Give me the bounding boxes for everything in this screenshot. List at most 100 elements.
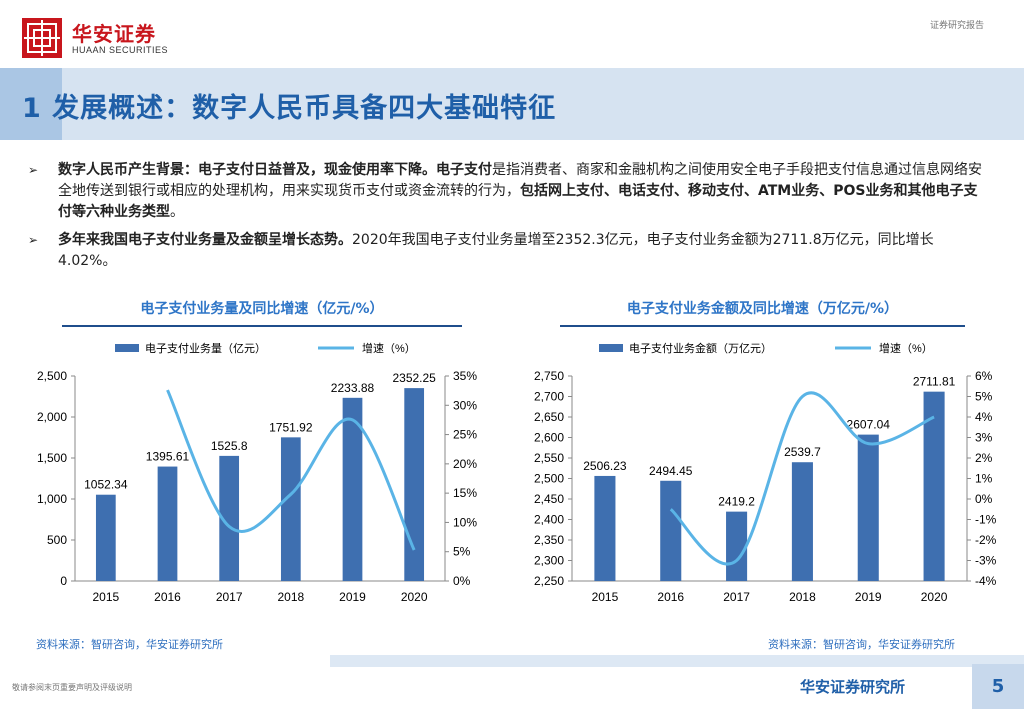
- growth-line: [166, 389, 416, 551]
- bar: [157, 466, 178, 581]
- title-band-accent: [0, 68, 62, 140]
- y2-tick-label: 25%: [453, 428, 477, 442]
- chart-1: 电子支付业务量（亿元） 增速（%） 0 500 1,000 1,500 2,000 2,500…: [37, 341, 477, 604]
- y2-tick-label: 30%: [453, 398, 477, 412]
- y-tick-label: 2,750: [534, 369, 564, 383]
- chart-2-title: 电子支付业务金额及同比增速（万亿元/%）: [626, 301, 899, 317]
- logo-icon: [22, 18, 62, 58]
- bar-data-label: 2419.2: [718, 495, 755, 509]
- bullet-1-lead: 数字人民币产生背景：电子支付日益普及，现金使用率下降。: [58, 162, 436, 178]
- y2-tick-label: 1%: [975, 472, 993, 486]
- chart-2: 电子支付业务金额（万亿元） 增速（%） 2,250 2,300 2,350 2,400 2,…: [534, 341, 997, 604]
- y2-tick-label: 10%: [453, 515, 477, 529]
- x-tick-label: 2017: [723, 590, 750, 604]
- y2-tick-label: 5%: [453, 545, 471, 559]
- x-tick-label: 2016: [154, 590, 181, 604]
- bar: [404, 388, 425, 581]
- y-tick-label: 2,500: [534, 472, 564, 486]
- chart-1-title-rule: [62, 325, 462, 327]
- legend-bar-label: 电子支付业务金额（万亿元）: [629, 341, 772, 355]
- bar: [923, 391, 945, 581]
- bar-data-label: 1751.92: [269, 420, 313, 434]
- y-tick-label: 2,550: [534, 451, 564, 465]
- bullet-1-body: 是指消费者、商家和金融机构之间使用安全电子手段把支付信息通过信息网络安全地传送到…: [58, 162, 982, 199]
- bar: [726, 511, 748, 581]
- growth-line: [669, 391, 935, 566]
- y-tick-label: 500: [47, 533, 67, 547]
- bullet-1-term: 电子支付: [436, 162, 492, 178]
- x-tick-label: 2017: [216, 590, 243, 604]
- chart-1-title: 电子支付业务量及同比增速（亿元/%）: [140, 301, 384, 317]
- y-tick-label: 2,600: [534, 431, 564, 445]
- page-title: 1 发展概述：数字人民币具备四大基础特征: [22, 93, 557, 124]
- bar: [95, 494, 116, 581]
- logo-text-en: HUAAN SECURITIES: [72, 45, 169, 55]
- y-tick-label: 2,650: [534, 410, 564, 424]
- bar-data-label: 2607.04: [847, 418, 891, 432]
- bullet-2-lead: 多年来我国电子支付业务量及金额呈增长态势。: [58, 232, 352, 248]
- x-tick-label: 2015: [592, 590, 619, 604]
- logo-text-cn: 华安证券: [72, 22, 156, 46]
- bar-data-label: 2352.25: [392, 371, 436, 385]
- bullet-1-text: 数字人民币产生背景：电子支付日益普及，现金使用率下降。电子支付是指消费者、商家和…: [58, 160, 988, 223]
- bullet-1-end: 。: [170, 204, 184, 220]
- y2-tick-label: 3%: [975, 431, 993, 445]
- bar: [594, 475, 616, 581]
- bar: [660, 480, 682, 581]
- arrow-bullet-icon: ➢: [28, 163, 39, 177]
- y-tick-label: 2,350: [534, 533, 564, 547]
- legend-line-label: 增速（%）: [362, 341, 416, 355]
- bar: [219, 455, 240, 581]
- bar-data-label: 1395.61: [146, 450, 190, 464]
- y-tick-label: 2,250: [534, 574, 564, 588]
- y2-tick-label: 6%: [975, 369, 993, 383]
- bar: [342, 397, 363, 581]
- bullet-2-body: 2020年我国电子支付业务量增至2352.3亿元，电子支付业务金额为2711.8…: [58, 232, 934, 269]
- legend-bar-swatch: [115, 344, 139, 352]
- y2-tick-label: -4%: [975, 574, 997, 588]
- y-tick-label: 2,450: [534, 492, 564, 506]
- bar-data-label: 2539.7: [784, 445, 821, 459]
- bar: [791, 462, 813, 581]
- y2-tick-label: 35%: [453, 369, 477, 383]
- y-tick-label: 2,700: [534, 390, 564, 404]
- y2-tick-label: 2%: [975, 451, 993, 465]
- bar: [857, 434, 879, 581]
- y2-tick-label: 0%: [975, 492, 993, 506]
- y2-tick-label: 15%: [453, 486, 477, 500]
- report-type-label: 证券研究报告: [929, 21, 984, 31]
- chart-2-source: 资料来源：智研咨询，华安证券研究所: [768, 638, 955, 651]
- chart-1-source: 资料来源：智研咨询，华安证券研究所: [36, 638, 223, 651]
- bullet-1: ➢ 数字人民币产生背景：电子支付日益普及，现金使用率下降。电子支付是指消费者、商…: [28, 160, 988, 223]
- x-tick-label: 2020: [921, 590, 948, 604]
- x-tick-label: 2018: [277, 590, 304, 604]
- x-tick-label: 2018: [789, 590, 816, 604]
- y2-tick-label: 0%: [453, 574, 471, 588]
- page-number: 5: [972, 664, 1024, 709]
- legend-line-label: 增速（%）: [879, 341, 933, 355]
- arrow-bullet-icon: ➢: [28, 233, 39, 247]
- y-tick-label: 2,400: [534, 513, 564, 527]
- y2-tick-label: 4%: [975, 410, 993, 424]
- x-tick-label: 2019: [339, 590, 366, 604]
- legend-bar-swatch: [599, 344, 623, 352]
- y-tick-label: 2,300: [534, 554, 564, 568]
- bar-data-label: 2233.88: [331, 381, 375, 395]
- y-tick-label: 1,000: [37, 492, 67, 506]
- y2-tick-label: 20%: [453, 457, 477, 471]
- bar-data-label: 1525.8: [211, 439, 248, 453]
- y2-tick-label: -2%: [975, 533, 997, 547]
- y2-tick-label: 5%: [975, 390, 993, 404]
- x-tick-label: 2015: [92, 590, 119, 604]
- title-band: [0, 68, 1024, 140]
- y-tick-label: 2,000: [37, 410, 67, 424]
- x-tick-label: 2016: [657, 590, 684, 604]
- y-tick-label: 0: [60, 574, 67, 588]
- legend-bar-label: 电子支付业务量（亿元）: [145, 342, 266, 355]
- footer-org: 华安证券研究所: [800, 678, 906, 696]
- y-tick-label: 1,500: [37, 451, 67, 465]
- bar: [280, 437, 301, 581]
- footer-band: [330, 655, 1024, 667]
- x-tick-label: 2020: [401, 590, 428, 604]
- footer-disclaimer: 敬请参阅末页重要声明及评级说明: [12, 683, 132, 692]
